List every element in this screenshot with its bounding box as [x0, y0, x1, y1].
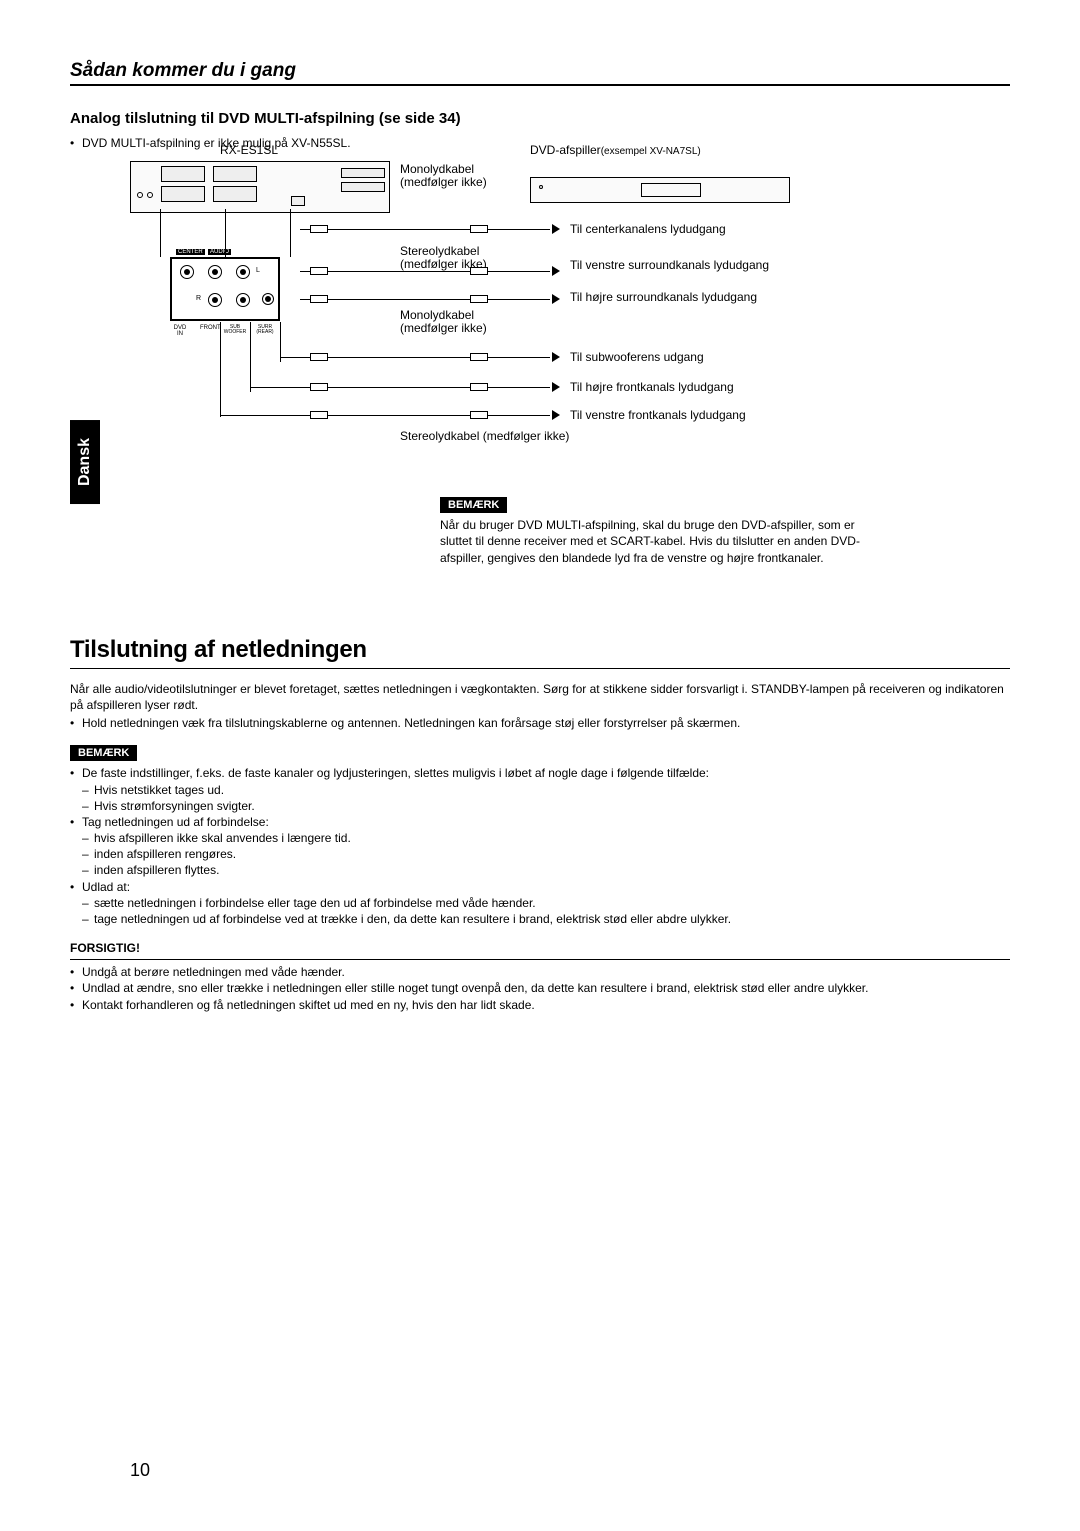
- section-title: Sådan kommer du i gang: [70, 60, 1010, 86]
- out-front-left: Til venstre frontkanals lydudgang: [570, 408, 746, 422]
- jack-surr: SURR (REAR): [252, 325, 278, 335]
- note2-b3: Udlad at:: [70, 879, 1010, 895]
- out-surr-right: Til højre surroundkanals lydudgang: [570, 291, 810, 304]
- note2-b1d1: Hvis netstikket tages ud.: [70, 782, 1010, 798]
- stereo-cable-label-bottom: Stereolydkabel (medfølger ikke): [400, 429, 569, 443]
- power-keep-away: Hold netledningen væk fra tilslutningska…: [70, 715, 1010, 731]
- dvd-player-label: DVD-afspiller(exsempel XV-NA7SL): [530, 143, 701, 157]
- receiver-model-label: RX-ES1SL: [220, 143, 278, 157]
- note2-b1d2: Hvis strømforsyningen svigter.: [70, 798, 1010, 814]
- jack-front: FRONT: [200, 325, 221, 331]
- jack-L: L: [256, 267, 260, 274]
- connection-diagram: RX-ES1SL DVD-afspiller(exsempel XV-NA7SL…: [130, 157, 1010, 477]
- dvd-player-front: [530, 177, 790, 203]
- note2-b2d1: hvis afspilleren ikke skal anvendes i læ…: [70, 830, 1010, 846]
- note2-b3d1: sætte netledningen i forbindelse eller t…: [70, 895, 1010, 911]
- jack-audio-label: AUDIO: [208, 249, 231, 255]
- stereo-cable-label-1: Stereolydkabel (medfølger ikke): [400, 245, 530, 271]
- note2-b2: Tag netledningen ud af forbindelse:: [70, 814, 1010, 830]
- note2-b1: De faste indstillinger, f.eks. de faste …: [70, 765, 1010, 781]
- dvd-note-text: Når du bruger DVD MULTI-afspilning, skal…: [440, 517, 870, 566]
- power-intro: Når alle audio/videotilslutninger er ble…: [70, 681, 1010, 713]
- note2-b3d2: tage netledningen ud af forbindelse ved …: [70, 911, 1010, 927]
- dvd-multi-note: BEMÆRK Når du bruger DVD MULTI-afspilnin…: [440, 495, 870, 566]
- dvd-in-jack-block: CENTER AUDIO L R DVD IN FRONT SUB WOOFER…: [170, 257, 280, 321]
- forsigtig-c1: Undgå at berøre netledningen med våde hæ…: [70, 964, 1010, 980]
- dvd-label-suffix: (exsempel XV-NA7SL): [601, 146, 701, 157]
- out-surr-left: Til venstre surroundkanals lydudgang: [570, 259, 810, 272]
- power-heading: Tilslutning af netledningen: [70, 636, 1010, 669]
- forsigtig-c3: Kontakt forhandleren og få netledningen …: [70, 997, 1010, 1013]
- analog-heading: Analog tilslutning til DVD MULTI-afspiln…: [70, 110, 1010, 127]
- dvd-label-prefix: DVD-afspiller: [530, 143, 601, 157]
- note2-b2d3: inden afspilleren flyttes.: [70, 862, 1010, 878]
- out-sub: Til subwooferens udgang: [570, 350, 704, 364]
- mono-cable-label-1: Monolydkabel (medfølger ikke): [400, 163, 510, 189]
- note-badge-2: BEMÆRK: [70, 745, 137, 761]
- jack-center-label: CENTER: [176, 249, 205, 255]
- jack-dvdin: DVD IN: [170, 325, 190, 337]
- note2-b2d2: inden afspilleren rengøres.: [70, 846, 1010, 862]
- forsigtig-c2: Undlad at ændre, sno eller trække i netl…: [70, 980, 1010, 996]
- jack-subw: SUB WOOFER: [222, 325, 248, 335]
- note-badge-1: BEMÆRK: [440, 497, 507, 513]
- mono-cable-label-2: Monolydkabel (medfølger ikke): [400, 309, 530, 335]
- jack-R: R: [196, 295, 201, 302]
- receiver-rear-panel: [130, 161, 390, 213]
- page-number: 10: [130, 1460, 150, 1481]
- out-front-right: Til højre frontkanals lydudgang: [570, 380, 734, 394]
- language-tab: Dansk: [70, 420, 100, 504]
- forsigtig-heading: FORSIGTIG!: [70, 941, 1010, 955]
- out-center: Til centerkanalens lydudgang: [570, 222, 726, 236]
